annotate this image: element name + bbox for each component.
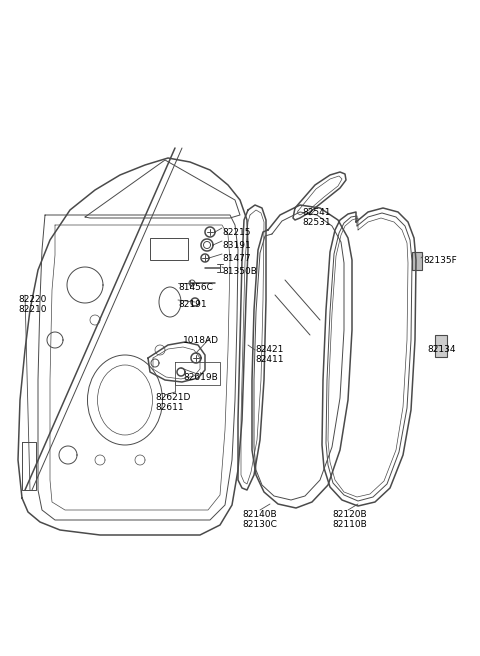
Text: 81350B: 81350B — [222, 267, 257, 276]
Text: 82135F: 82135F — [423, 256, 457, 265]
Text: 82421
82411: 82421 82411 — [255, 345, 284, 364]
Text: 82215: 82215 — [222, 228, 251, 237]
FancyBboxPatch shape — [412, 252, 422, 270]
Text: 82220
82210: 82220 82210 — [18, 295, 47, 314]
Text: 81456C: 81456C — [178, 283, 213, 292]
Text: 83191: 83191 — [222, 241, 251, 250]
Text: 82541
82531: 82541 82531 — [302, 208, 331, 228]
Text: 82619B: 82619B — [183, 373, 218, 382]
Text: 82134: 82134 — [427, 345, 456, 354]
Text: 82191: 82191 — [178, 300, 206, 309]
Text: 1018AD: 1018AD — [183, 336, 219, 345]
Text: 82120B
82110B: 82120B 82110B — [332, 510, 367, 529]
Text: 81477: 81477 — [222, 254, 251, 263]
Text: 82140B
82130C: 82140B 82130C — [242, 510, 277, 529]
Text: 82621D
82611: 82621D 82611 — [155, 393, 191, 413]
FancyBboxPatch shape — [435, 335, 447, 357]
